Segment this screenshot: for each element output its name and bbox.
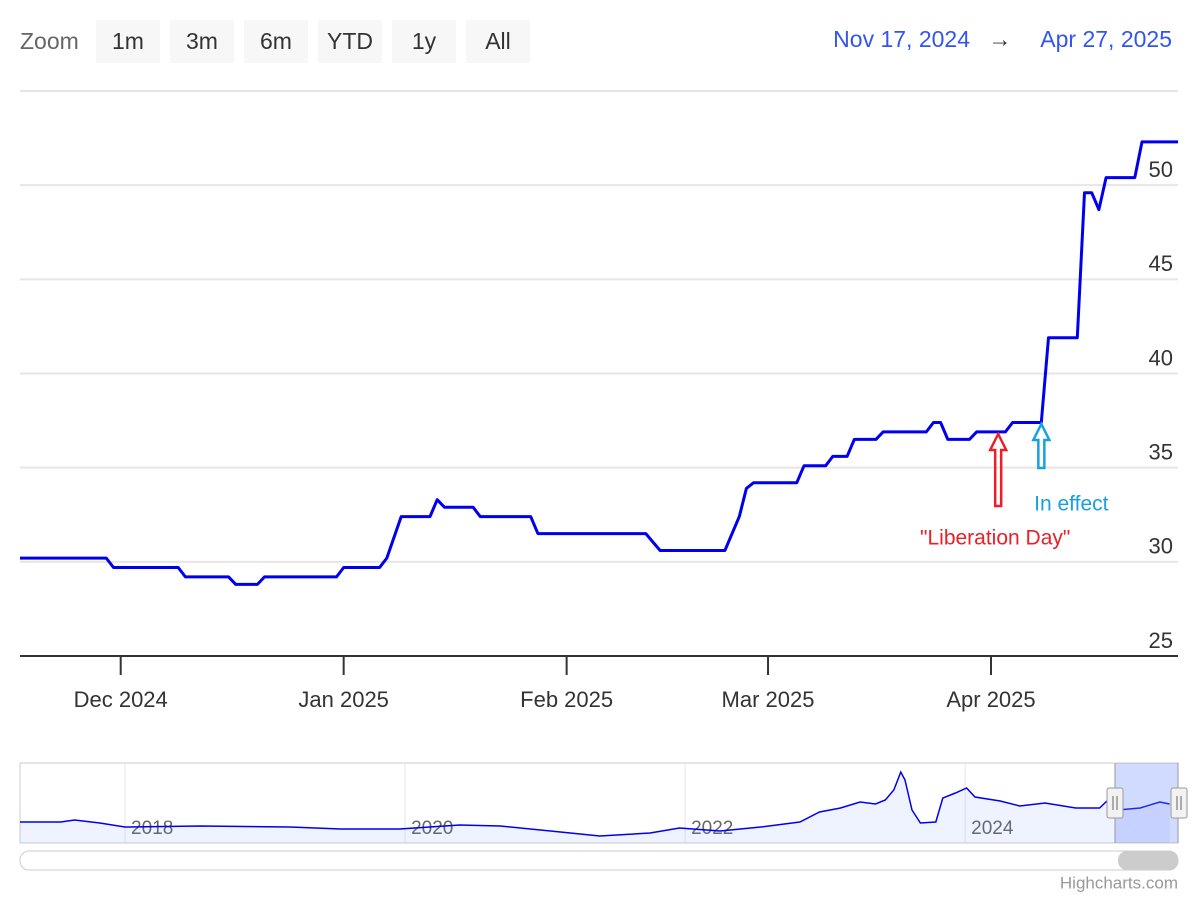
zoom-button-label: 1y — [412, 28, 437, 54]
y-tick-label: 40 — [1149, 345, 1173, 370]
zoom-button-label: 3m — [186, 28, 218, 54]
annotation-label: In effect — [1034, 493, 1108, 516]
x-tick-label: Mar 2025 — [722, 687, 815, 712]
navigator-handle[interactable] — [1106, 787, 1124, 819]
navigator-area — [20, 772, 1170, 843]
line-series — [20, 140, 1178, 586]
navigator-handle[interactable] — [1170, 787, 1188, 819]
range-to: Apr 27, 2025 — [1040, 26, 1172, 52]
zoom-button[interactable] — [96, 20, 160, 63]
annotation-arrow — [1031, 421, 1052, 470]
navigator-line — [20, 770, 1170, 837]
navigator-tick-label: 2022 — [691, 818, 733, 839]
y-tick-label: 35 — [1149, 439, 1173, 464]
zoom-button-label: 1m — [112, 28, 144, 54]
x-tick-label: Apr 2025 — [946, 687, 1035, 712]
zoom-button[interactable] — [466, 20, 530, 63]
scrollbar-track[interactable] — [19, 850, 1179, 871]
navigator-tick-label: 2024 — [971, 818, 1014, 839]
x-tick-label: Jan 2025 — [298, 687, 389, 712]
y-tick-label: 50 — [1149, 157, 1173, 182]
y-tick-label: 30 — [1149, 534, 1173, 559]
scrollbar-thumb[interactable] — [1118, 851, 1178, 870]
annotation-label: "Liberation Day" — [920, 527, 1070, 550]
zoom-button[interactable] — [318, 20, 382, 63]
navigator-tick-label: 2020 — [411, 818, 453, 839]
y-tick-label: 45 — [1149, 251, 1173, 276]
navigator: 2018 2020 2022 2024 — [20, 763, 1170, 843]
zoom-button-label: YTD — [327, 28, 373, 54]
y-tick-label: 25 — [1149, 628, 1173, 653]
credit: Highcharts.com — [1060, 873, 1178, 892]
zoom-button-label: 6m — [260, 28, 292, 54]
zoom-label: Zoom — [20, 28, 79, 54]
range-separator: → — [989, 26, 1012, 52]
zoom-button[interactable] — [170, 20, 234, 63]
annotation-arrow — [988, 431, 1009, 508]
zoom-buttons: 1m 3m 6m YTD 1y All — [96, 20, 530, 63]
navigator-window[interactable] — [1115, 763, 1178, 843]
x-tick-label: Feb 2025 — [520, 687, 613, 712]
zoom-button-label: All — [485, 28, 511, 54]
main-plot: 25 30 35 40 45 50 Dec 2024 Jan 2025 Feb 2025 Mar … — [20, 140, 1178, 712]
x-tick-label: Dec 2024 — [74, 687, 168, 712]
handle-grip — [1112, 796, 1182, 810]
navigator-tick-label: 2018 — [131, 818, 173, 839]
zoom-button[interactable] — [392, 20, 456, 63]
range-from: Nov 17, 2024 — [833, 26, 970, 52]
zoom-button[interactable] — [244, 20, 308, 63]
